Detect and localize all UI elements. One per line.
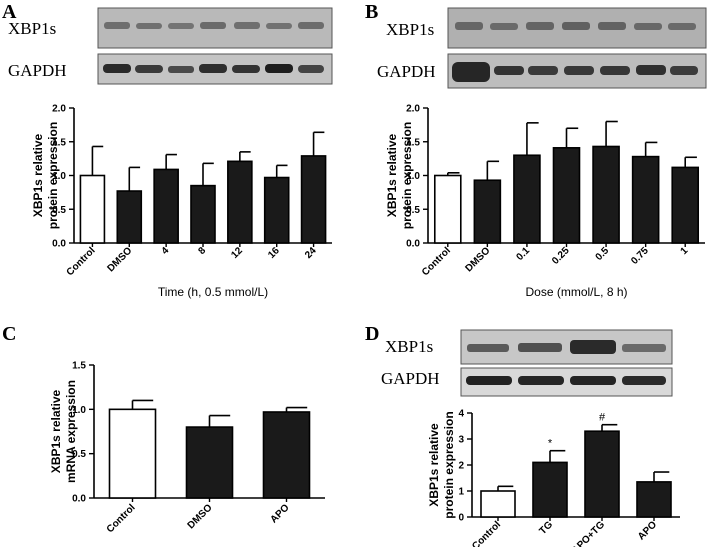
- x-axis-title: Dose (mmol/L, 8 h): [525, 285, 627, 299]
- x-tick-label: DMSO: [105, 245, 134, 274]
- bar-apo: [262, 411, 311, 499]
- y-tick-label: 0.5: [406, 205, 420, 216]
- y-tick-label: 3: [458, 435, 464, 446]
- blot-label-d-xbp1s: XBP1s: [385, 337, 433, 356]
- bar-24: [300, 155, 327, 244]
- x-tick-label: 12: [229, 245, 245, 261]
- blot-label-d-gapdh: GAPDH: [381, 369, 440, 388]
- panel-label-a: A: [2, 1, 17, 23]
- y-tick-label: 0.0: [52, 239, 66, 250]
- y-tick-label: 0.5: [52, 205, 66, 216]
- bar-0-75: [631, 155, 660, 244]
- bar-control: [433, 174, 462, 244]
- bar-apo-tg: [584, 430, 620, 518]
- y-tick-label: 1: [458, 487, 464, 498]
- y-tick-label: 1.0: [72, 405, 86, 416]
- y-tick-label: 1.5: [52, 137, 66, 148]
- y-tick-label: 1.5: [406, 137, 420, 148]
- blot-image-a-gapdh: [97, 53, 333, 85]
- x-tick-label: 0.25: [550, 245, 572, 267]
- y-tick-label: 0.0: [406, 239, 420, 250]
- y-axis-title: XBP1s relativeprotein expression: [31, 122, 60, 229]
- blot-image-d-xbp1s: [460, 329, 673, 365]
- blot-label-b-xbp1s: XBP1s: [386, 20, 434, 39]
- bar-control: [108, 408, 157, 499]
- y-tick-label: 1.0: [406, 171, 420, 182]
- y-axis-title: XBP1s relativeprotein expression: [385, 122, 414, 229]
- bar-control: [79, 174, 106, 244]
- x-tick-label: Control: [105, 502, 138, 535]
- blot-image-d-gapdh: [460, 367, 673, 397]
- x-tick-label: 0.75: [629, 245, 651, 267]
- x-tick-label: 24: [303, 245, 319, 261]
- y-tick-label: 2: [458, 461, 464, 472]
- panel-label-d: D: [365, 323, 379, 345]
- y-axis-title: XBP1s relativemRNA expression: [49, 380, 78, 483]
- bar-0-5: [592, 145, 620, 244]
- bar-12: [227, 160, 253, 244]
- blot-label-a-xbp1s: XBP1s: [8, 19, 56, 38]
- bar-dmso: [473, 179, 502, 244]
- bar-0-25: [552, 147, 581, 244]
- y-tick-label: 0.5: [72, 449, 86, 460]
- bar-4: [153, 168, 179, 244]
- panel-label-b: B: [365, 1, 378, 23]
- x-tick-label: 0.1: [514, 245, 532, 263]
- bar-8: [190, 184, 216, 244]
- y-tick-label: 1.5: [72, 361, 86, 372]
- y-tick-label: 2.0: [52, 104, 66, 115]
- blot-image-a-xbp1s: [97, 7, 333, 49]
- bar-control: [480, 490, 516, 518]
- x-tick-label: Control: [420, 245, 453, 278]
- y-tick-label: 4: [458, 409, 464, 420]
- x-tick-label: APO+TG: [570, 519, 607, 547]
- bar-dmso: [116, 190, 143, 244]
- bar-tg: [532, 461, 568, 518]
- blot-label-a-gapdh: GAPDH: [8, 61, 67, 80]
- x-tick-label: 16: [266, 245, 282, 261]
- blot-image-b-gapdh: [447, 53, 707, 89]
- bar-16: [263, 176, 290, 244]
- x-axis-title: Time (h, 0.5 mmol/L): [158, 285, 268, 299]
- bar-apo: [636, 481, 672, 518]
- bar-0-1: [513, 154, 541, 244]
- y-tick-label: 1.0: [52, 171, 66, 182]
- bar-chart-c: 0.0 0.5 1.0 1.5 Control DMSO APO XBP1s relative…: [49, 361, 325, 535]
- x-tick-label: Control: [65, 245, 98, 278]
- x-tick-label: DMSO: [463, 245, 492, 274]
- bar-1: [671, 166, 700, 244]
- significance-marker: #: [599, 412, 606, 424]
- bar-chart-d: 0 1 2 3 4 Control TG * APO+TG # APO XBP1s relativep…: [427, 409, 680, 547]
- significance-marker: *: [548, 438, 553, 450]
- y-axis-title: XBP1s relativeprotein expression: [427, 411, 456, 518]
- y-tick-label: 2.0: [406, 104, 420, 115]
- y-tick-label: 0: [458, 513, 464, 524]
- panel-label-c: C: [2, 323, 16, 345]
- bar-dmso: [185, 426, 234, 499]
- x-tick-label: DMSO: [186, 502, 215, 531]
- x-tick-label: APO: [269, 502, 292, 525]
- x-tick-label: TG: [538, 519, 556, 537]
- blot-image-b-xbp1s: [447, 7, 707, 49]
- blot-label-b-gapdh: GAPDH: [377, 62, 436, 81]
- bar-chart-b: 0.0 0.5 1.0 1.5 2.0 Control DMSO 0.1 0.25 0.5 0.75…: [385, 104, 705, 299]
- x-tick-label: 0.5: [594, 245, 612, 263]
- x-tick-label: APO: [636, 519, 659, 542]
- y-tick-label: 0.0: [72, 494, 86, 505]
- x-tick-label: Control: [470, 519, 503, 547]
